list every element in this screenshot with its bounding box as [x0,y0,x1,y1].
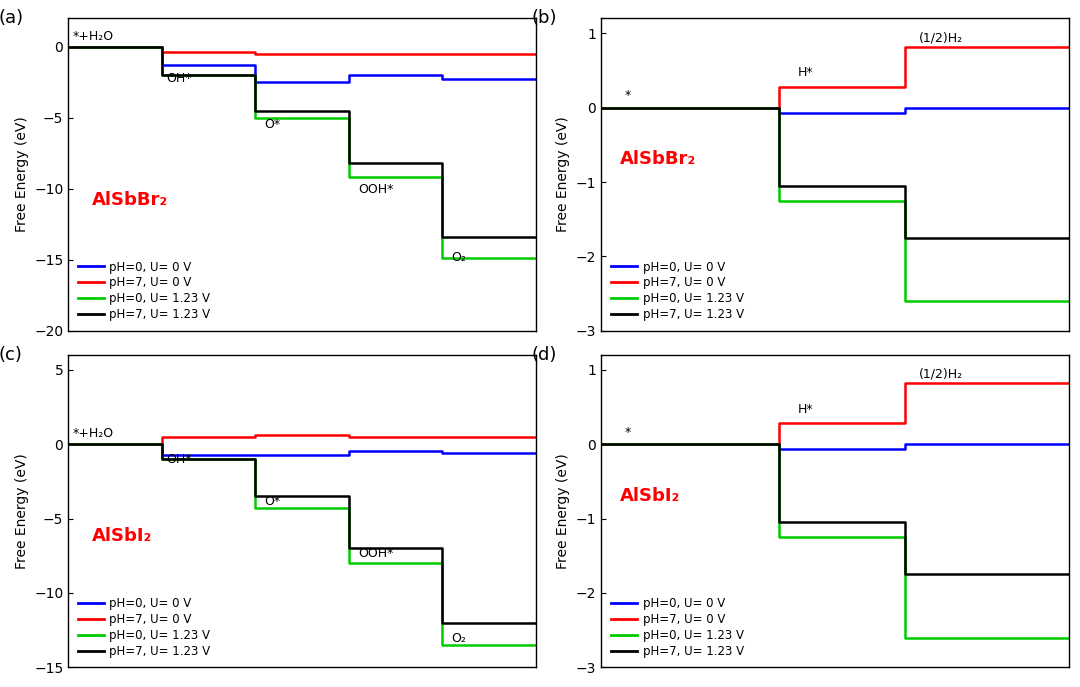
Text: (1/2)H₂: (1/2)H₂ [919,32,963,45]
Text: (c): (c) [0,346,22,363]
Legend: pH=0, U= 0 V, pH=7, U= 0 V, pH=0, U= 1.23 V, pH=7, U= 1.23 V: pH=0, U= 0 V, pH=7, U= 0 V, pH=0, U= 1.2… [73,256,215,326]
Text: AlSbBr₂: AlSbBr₂ [620,150,697,168]
Text: *+H₂O: *+H₂O [72,30,114,43]
Text: OH*: OH* [166,72,192,85]
Text: O₂: O₂ [451,251,467,264]
Y-axis label: Free Energy (eV): Free Energy (eV) [14,453,28,569]
Text: OOH*: OOH* [359,548,393,560]
Text: AlSbI₂: AlSbI₂ [92,527,152,545]
Text: OH*: OH* [166,453,192,466]
Text: H*: H* [798,403,813,416]
Legend: pH=0, U= 0 V, pH=7, U= 0 V, pH=0, U= 1.23 V, pH=7, U= 1.23 V: pH=0, U= 0 V, pH=7, U= 0 V, pH=0, U= 1.2… [606,592,748,663]
Text: (a): (a) [0,9,23,27]
Y-axis label: Free Energy (eV): Free Energy (eV) [14,117,28,232]
Text: *: * [624,89,631,102]
Text: (b): (b) [531,9,556,27]
Legend: pH=0, U= 0 V, pH=7, U= 0 V, pH=0, U= 1.23 V, pH=7, U= 1.23 V: pH=0, U= 0 V, pH=7, U= 0 V, pH=0, U= 1.2… [73,592,215,663]
Y-axis label: Free Energy (eV): Free Energy (eV) [556,453,570,569]
Text: *: * [624,426,631,439]
Text: O*: O* [265,495,281,508]
Y-axis label: Free Energy (eV): Free Energy (eV) [556,117,570,232]
Text: AlSbBr₂: AlSbBr₂ [92,190,167,209]
Text: OOH*: OOH* [359,183,393,196]
Legend: pH=0, U= 0 V, pH=7, U= 0 V, pH=0, U= 1.23 V, pH=7, U= 1.23 V: pH=0, U= 0 V, pH=7, U= 0 V, pH=0, U= 1.2… [606,256,748,326]
Text: H*: H* [798,67,813,79]
Text: O*: O* [265,117,281,131]
Text: (1/2)H₂: (1/2)H₂ [919,368,963,381]
Text: (d): (d) [531,346,556,363]
Text: AlSbI₂: AlSbI₂ [620,486,680,504]
Text: *+H₂O: *+H₂O [72,427,114,440]
Text: O₂: O₂ [451,632,467,645]
